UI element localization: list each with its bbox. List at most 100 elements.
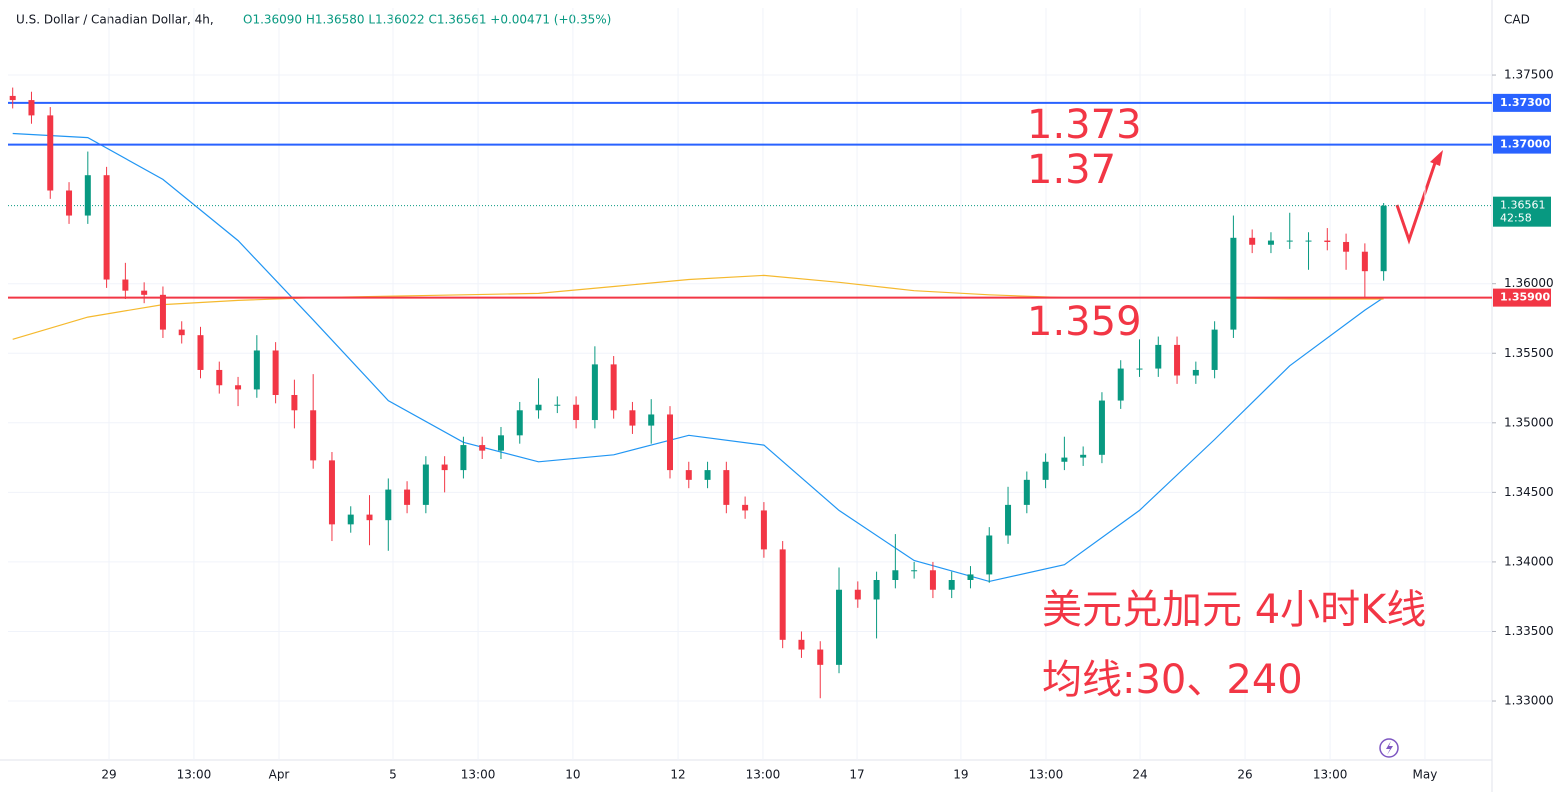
candle-body: [929, 570, 936, 590]
candle-body: [103, 175, 110, 280]
price-tag-label: 1.37300: [1500, 96, 1550, 109]
x-tick-label: 17: [849, 768, 864, 782]
x-tick-label: 13:00: [1313, 768, 1348, 782]
annotation: 1.373: [1027, 102, 1142, 148]
x-tick-label: 5: [389, 768, 397, 782]
candle-body: [28, 100, 35, 116]
y-tick-label: 1.37500: [1504, 68, 1554, 82]
candle-body: [328, 460, 335, 525]
candle-body: [836, 589, 843, 665]
candle-body: [967, 574, 974, 580]
y-tick-label: 1.33000: [1504, 694, 1554, 708]
y-tick-label: 1.34500: [1504, 485, 1554, 499]
annotation: 美元兑加元 4小时K线: [1042, 587, 1426, 633]
candle-body: [685, 470, 692, 480]
candle-body: [892, 570, 899, 580]
candle-body: [178, 329, 185, 336]
candle-body: [1343, 241, 1350, 252]
candle-body: [272, 350, 279, 395]
candle-body: [723, 470, 730, 505]
price-tag: [1493, 288, 1551, 307]
candle-body: [666, 414, 673, 471]
annotation: 1.359: [1027, 299, 1142, 345]
candle-body: [854, 589, 861, 600]
candle-body: [404, 489, 411, 505]
arrow-line: [1395, 159, 1438, 245]
candle-body: [47, 115, 54, 191]
price-tag-label: 1.37000: [1500, 138, 1550, 151]
price-tag: [1493, 135, 1551, 154]
candle-body: [610, 364, 617, 411]
x-tick-label: 29: [101, 768, 116, 782]
candle-body: [1061, 457, 1068, 462]
price-tag: [1493, 93, 1551, 112]
lightning-glyph: [1386, 741, 1393, 755]
candle-body: [1380, 205, 1387, 272]
candle-body: [347, 514, 354, 525]
candle-body: [310, 410, 317, 461]
symbol-title: U.S. Dollar / Canadian Dollar, 4h,: [16, 13, 214, 27]
candle-body: [779, 549, 786, 640]
candle-body: [535, 404, 542, 411]
candle-body: [1005, 504, 1012, 536]
candle-body: [159, 294, 166, 330]
candle-body: [66, 190, 73, 216]
currency: CAD: [1504, 13, 1530, 27]
candle-body: [385, 489, 392, 521]
x-tick-label: 24: [1132, 768, 1147, 782]
candle-body: [253, 350, 260, 390]
last-price-label: 1.36561: [1500, 199, 1546, 212]
moving-average-line: [12, 132, 1384, 583]
candle-body: [1230, 237, 1237, 330]
candle-body: [497, 435, 504, 451]
x-tick-label: May: [1413, 768, 1438, 782]
x-tick-label: 13:00: [461, 768, 496, 782]
candle-body: [591, 364, 598, 421]
candle-body: [366, 514, 373, 521]
candle-body: [197, 335, 204, 370]
candle-body: [216, 369, 223, 386]
y-tick-label: 1.33500: [1504, 624, 1554, 638]
candle-body: [873, 579, 880, 600]
x-tick-label: 19: [953, 768, 968, 782]
x-tick-label: 10: [565, 768, 580, 782]
lightning-icon[interactable]: [1379, 738, 1399, 758]
candle-body: [648, 414, 655, 426]
arrow-head: [1430, 150, 1443, 166]
candle-body: [704, 470, 711, 480]
candle-body: [1211, 329, 1218, 370]
annotation: 均线:30、240: [1042, 657, 1303, 703]
candle-body: [1042, 461, 1049, 480]
candle-body: [798, 639, 805, 650]
candle-body: [122, 279, 129, 291]
x-tick-label: 26: [1237, 768, 1252, 782]
candle-body: [573, 404, 580, 421]
candle-body: [1361, 251, 1368, 272]
candle-body: [84, 175, 91, 216]
candle-body: [554, 404, 561, 406]
candle-body: [1155, 344, 1162, 369]
candle-body: [1267, 240, 1274, 245]
y-tick-label: 1.35000: [1504, 415, 1554, 429]
candle-body: [479, 445, 486, 451]
candle-body: [760, 510, 767, 550]
candle-body: [516, 410, 523, 436]
candle-body: [441, 464, 448, 471]
candle-body: [1192, 369, 1199, 376]
candle-body: [141, 290, 148, 295]
candle-body: [1324, 240, 1331, 242]
candle-body: [742, 504, 749, 511]
candle-body: [986, 535, 993, 575]
candle-body: [629, 410, 636, 426]
arrow: [1395, 150, 1443, 245]
candle-body: [1305, 240, 1312, 242]
candle-body: [9, 95, 16, 101]
y-tick-label: 1.35500: [1504, 346, 1554, 360]
countdown: 42:58: [1500, 212, 1532, 225]
ohlc-legend: O1.36090 H1.36580 L1.36022 C1.36561 +0.0…: [243, 13, 611, 27]
x-tick-label: 13:00: [1029, 768, 1064, 782]
candle-body: [1286, 240, 1293, 242]
